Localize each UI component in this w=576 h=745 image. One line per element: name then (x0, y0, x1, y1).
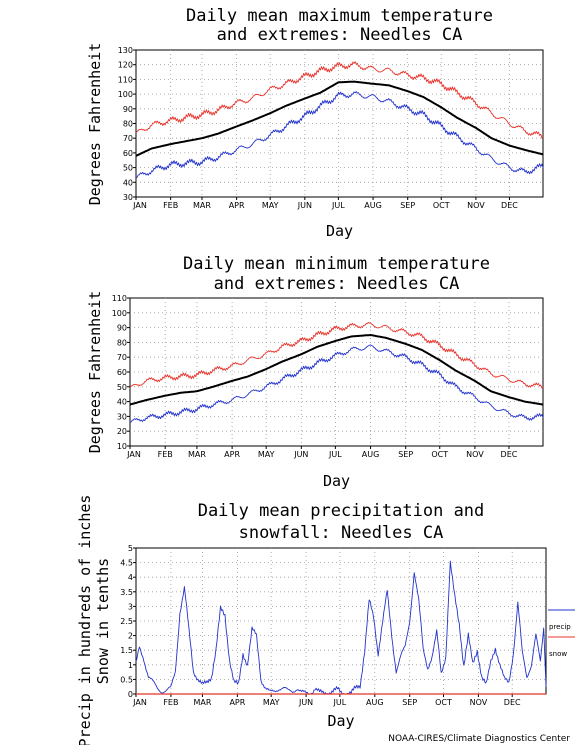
x-tick-label: AUG (366, 698, 384, 707)
x-tick-label: OCT (431, 450, 448, 459)
y-axis-label: Degrees Fahrenheit (86, 291, 104, 454)
x-tick-label: JUN (298, 698, 313, 707)
x-tick-label: JUL (333, 698, 347, 707)
y-tick-label: 1 (128, 661, 133, 670)
chart-title-line: Daily mean precipitation and (198, 501, 485, 521)
x-tick-label: MAY (258, 450, 275, 459)
y-tick-label: 100 (118, 90, 133, 99)
y-tick-label: 130 (118, 46, 133, 55)
series-line-max (135, 61, 544, 139)
y-tick-label: 50 (117, 383, 127, 392)
plot-frame (135, 49, 544, 198)
x-tick-label: FEB (163, 698, 178, 707)
y-tick-label: 100 (112, 309, 127, 318)
x-tick-label: SEP (402, 698, 417, 707)
y-tick-label: 110 (118, 75, 133, 84)
x-tick-label: AUG (364, 201, 382, 210)
y-tick-label: 5 (128, 544, 133, 553)
y-tick-label: 0.5 (120, 675, 133, 684)
y-tick-label: 80 (117, 338, 127, 347)
y-tick-label: 60 (123, 149, 133, 158)
x-axis-label: Day (327, 712, 354, 730)
y-tick-label: 30 (117, 412, 127, 421)
chart-title-line: Daily mean minimum temperature (183, 254, 490, 274)
x-tick-label: MAR (188, 450, 206, 459)
x-tick-label: DEC (501, 201, 518, 210)
y-tick-label: 20 (117, 427, 127, 436)
y-axis-label-line: Precip in hundreds of inches (76, 495, 94, 745)
y-tick-label: 120 (118, 61, 133, 70)
x-tick-label: SEP (400, 201, 415, 210)
y-axis-label-line: Snow in tenths (94, 558, 112, 684)
y-tick-label: 60 (117, 368, 127, 377)
y-tick-label: 4 (128, 573, 133, 582)
x-axis-label: Day (323, 472, 350, 490)
chart-title-line: and extremes: Needles CA (217, 25, 463, 45)
x-tick-label: JUL (331, 201, 345, 210)
y-tick-label: 4.5 (120, 559, 133, 568)
y-tick-label: 90 (117, 324, 127, 333)
x-tick-label: NOV (466, 450, 484, 459)
series-line-mean (135, 80, 544, 157)
y-tick-label: 3.5 (120, 588, 133, 597)
legend-precip-label: precip (549, 623, 571, 631)
x-tick-label: MAY (262, 201, 279, 210)
x-tick-label: JUN (297, 201, 312, 210)
y-tick-label: 50 (123, 164, 133, 173)
x-tick-label: MAR (193, 698, 211, 707)
x-tick-label: MAR (193, 201, 211, 210)
legend-snow-label: snow (549, 650, 567, 658)
x-tick-label: MAY (263, 698, 280, 707)
x-tick-label: AUG (362, 450, 380, 459)
x-tick-label: JAN (132, 201, 147, 210)
credit-text: NOAA-CIRES/Climate Diagnostics Center (388, 734, 570, 744)
chart-title-line: snowfall: Needles CA (239, 523, 444, 543)
series-line-min (135, 91, 544, 179)
x-tick-label: OCT (433, 201, 450, 210)
x-tick-label: OCT (435, 698, 452, 707)
y-tick-label: 70 (123, 134, 133, 143)
x-tick-label: NOV (467, 201, 485, 210)
y-tick-label: 2.5 (120, 617, 133, 626)
x-tick-label: JUN (293, 450, 308, 459)
x-tick-label: APR (229, 201, 245, 210)
y-tick-label: 1.5 (120, 646, 133, 655)
x-tick-label: NOV (470, 698, 488, 707)
y-axis-label: Degrees Fahrenheit (86, 43, 104, 206)
x-tick-label: FEB (163, 201, 178, 210)
x-tick-label: APR (229, 698, 245, 707)
y-tick-label: 90 (123, 105, 133, 114)
x-tick-label: DEC (504, 698, 521, 707)
series-line-mean (129, 334, 544, 406)
x-tick-label: DEC (501, 450, 518, 459)
x-axis-label: Day (326, 222, 353, 240)
y-tick-label: 40 (117, 398, 127, 407)
y-tick-label: 30 (123, 193, 133, 202)
y-tick-label: 10 (117, 442, 127, 451)
series-line-min (129, 344, 544, 423)
y-tick-label: 80 (123, 120, 133, 129)
y-tick-label: 0 (128, 690, 133, 699)
x-tick-label: APR (224, 450, 240, 459)
y-tick-label: 70 (117, 353, 127, 362)
x-tick-label: SEP (398, 450, 413, 459)
x-tick-label: FEB (158, 450, 173, 459)
plot-frame (129, 297, 544, 447)
chart-title-line: Daily mean maximum temperature (186, 6, 493, 26)
series-line-precip (135, 560, 547, 695)
y-tick-label: 3 (128, 602, 133, 611)
x-tick-label: JAN (126, 450, 141, 459)
y-tick-label: 40 (123, 178, 133, 187)
chart-title-line: and extremes: Needles CA (214, 274, 460, 294)
y-tick-label: 110 (112, 294, 127, 303)
x-tick-label: JUL (328, 450, 342, 459)
series-line-max (129, 322, 544, 389)
x-tick-label: JAN (132, 698, 147, 707)
y-tick-label: 2 (128, 632, 133, 641)
